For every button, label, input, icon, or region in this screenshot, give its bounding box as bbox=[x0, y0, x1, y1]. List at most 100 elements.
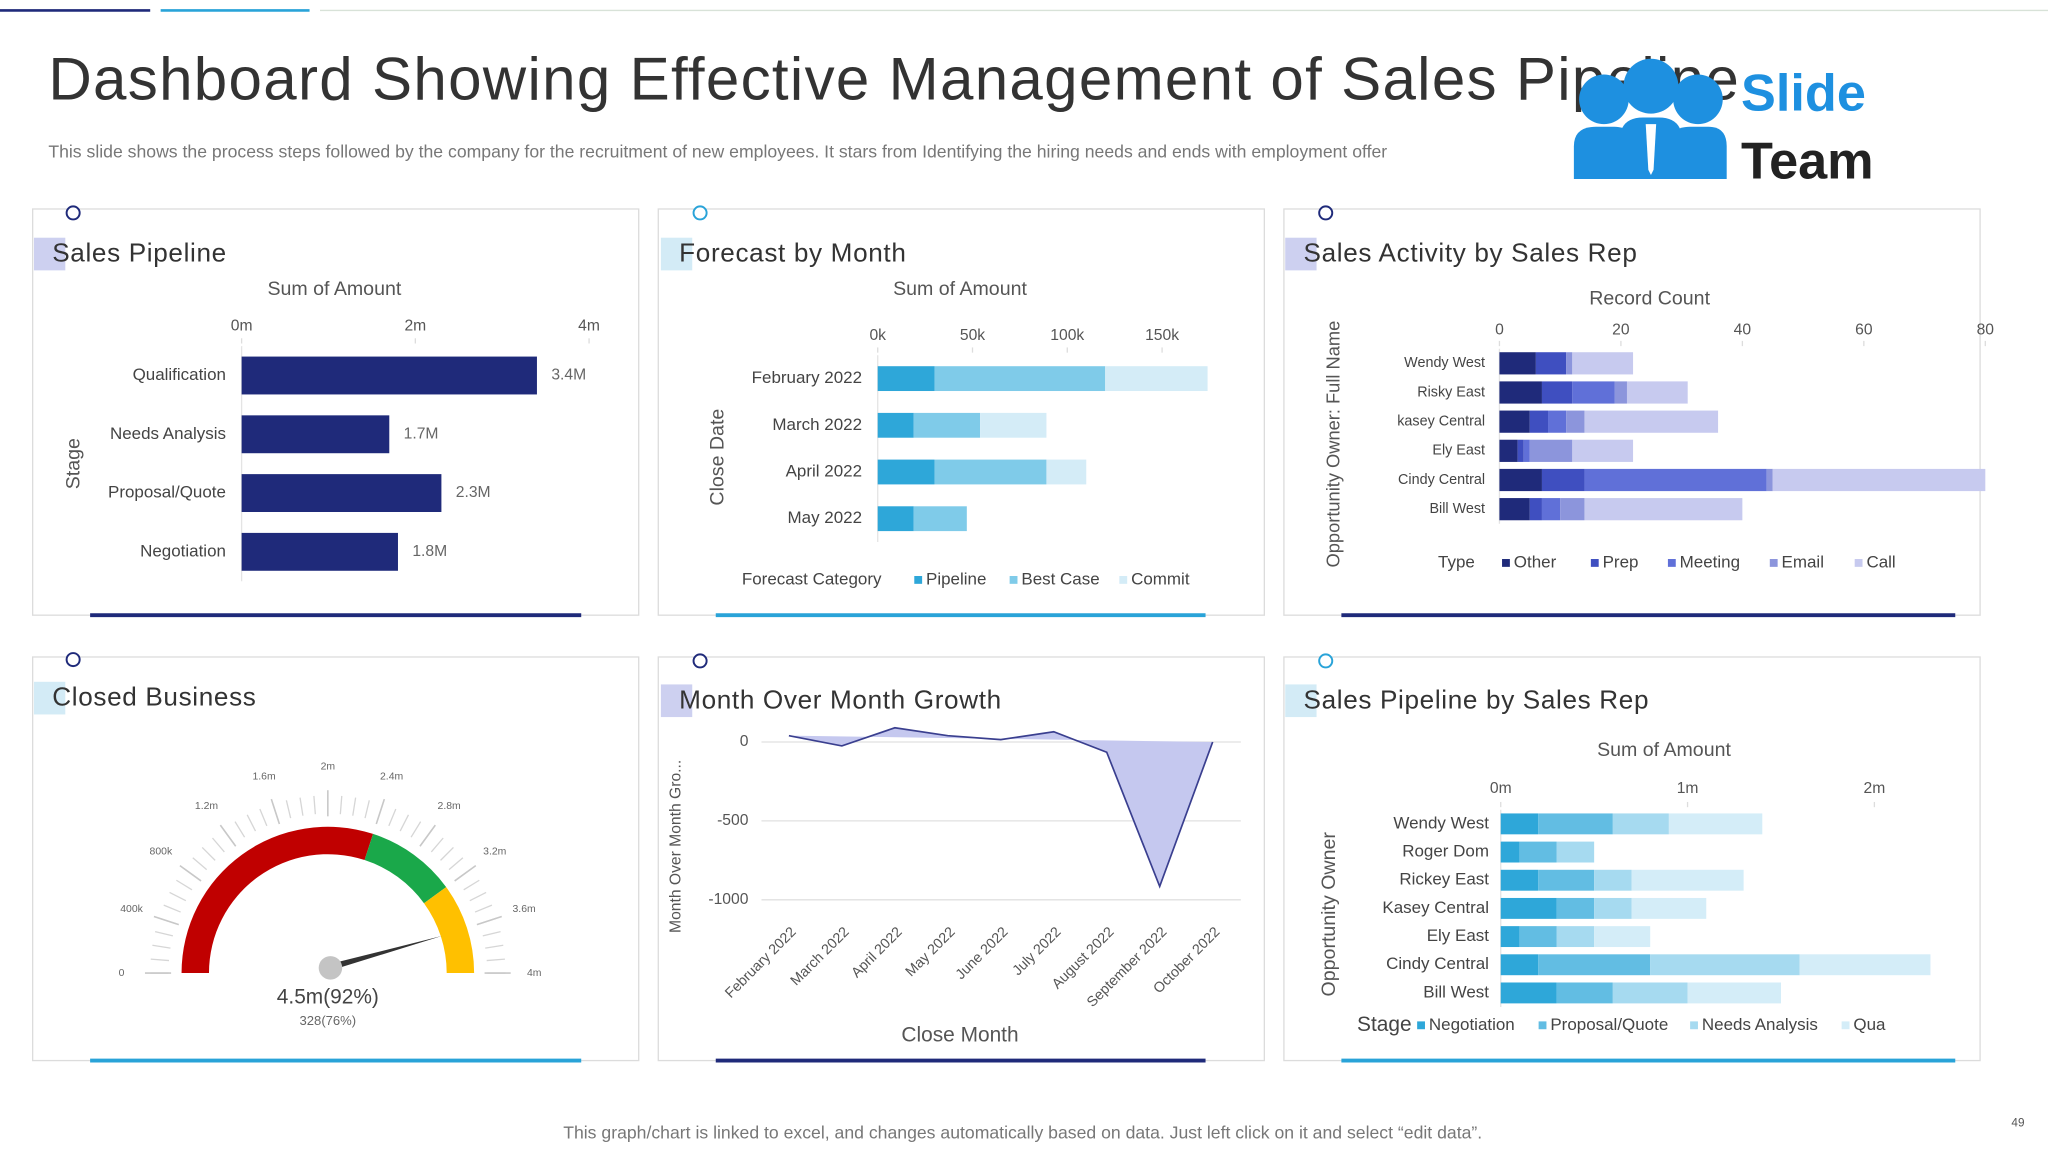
logo: Slide Team bbox=[1573, 58, 1874, 190]
category-label: Roger Dom bbox=[1402, 842, 1489, 861]
x-tick-label: 0m bbox=[1490, 780, 1512, 797]
y-axis-title: Close Date bbox=[707, 409, 729, 506]
title-marker bbox=[33, 681, 66, 715]
panel-title: Forecast by Month bbox=[679, 238, 906, 268]
bar-segment bbox=[1594, 897, 1632, 919]
sub-label: 328(76%) bbox=[300, 1013, 357, 1028]
title-marker bbox=[1285, 684, 1317, 718]
legend-title: Type bbox=[1438, 552, 1475, 571]
bar-segment bbox=[1594, 869, 1632, 891]
legend-label: Best Case bbox=[1021, 569, 1099, 588]
x-tick-label: 40 bbox=[1734, 322, 1752, 339]
tick-mark bbox=[179, 864, 202, 882]
bar bbox=[241, 356, 537, 395]
x-axis-title: Sum of Amount bbox=[893, 278, 1027, 300]
legend-label: Needs Analysis bbox=[1702, 1015, 1818, 1034]
minor-tick bbox=[154, 930, 174, 937]
legend-label: Meeting bbox=[1680, 552, 1740, 571]
x-axis-title: Sum of Amount bbox=[267, 278, 401, 300]
category-label: Qualification bbox=[133, 365, 226, 384]
bar-segment bbox=[1046, 459, 1087, 485]
category-label: Wendy West bbox=[1404, 355, 1485, 371]
tick-mark bbox=[454, 864, 477, 882]
bar-segment bbox=[1631, 897, 1707, 919]
x-tick-label: 80 bbox=[1977, 322, 1995, 339]
category-label: Cindy Central bbox=[1386, 954, 1489, 973]
minor-tick bbox=[399, 814, 410, 832]
tick-label: 2m bbox=[321, 761, 336, 772]
bar-segment bbox=[1572, 352, 1634, 375]
bar-segment bbox=[913, 412, 981, 438]
bar-segment bbox=[1500, 982, 1557, 1004]
tick-label: 3.6m bbox=[512, 904, 535, 915]
logo-icon bbox=[1573, 58, 1727, 179]
bar-segment bbox=[1499, 468, 1542, 492]
minor-tick bbox=[469, 891, 487, 902]
bar-segment bbox=[1529, 410, 1549, 433]
panel-title: Sales Pipeline by Sales Rep bbox=[1304, 684, 1650, 714]
bar-segment bbox=[1500, 897, 1557, 919]
gauge-band bbox=[423, 887, 475, 974]
bar-segment bbox=[1500, 869, 1539, 891]
bar-segment bbox=[1687, 982, 1781, 1004]
bar-segment bbox=[913, 506, 967, 532]
gauge-band bbox=[181, 826, 374, 974]
tick-mark bbox=[476, 915, 502, 926]
category-label: Bill West bbox=[1429, 501, 1485, 517]
bar-segment bbox=[1538, 954, 1651, 976]
panel-accents bbox=[90, 613, 1956, 1063]
x-tick-label: 2m bbox=[1864, 780, 1886, 797]
x-tick-label: 20 bbox=[1612, 322, 1630, 339]
minor-tick bbox=[192, 857, 208, 871]
bar-segment bbox=[1612, 813, 1669, 835]
legend-swatch bbox=[1009, 576, 1018, 584]
legend-swatch bbox=[1854, 559, 1863, 567]
bar-segment bbox=[1556, 841, 1595, 863]
bar-segment bbox=[1523, 439, 1530, 462]
minor-tick bbox=[486, 958, 505, 962]
minor-tick bbox=[485, 944, 504, 949]
minor-tick bbox=[430, 837, 444, 853]
category-label: February 2022 bbox=[752, 368, 862, 387]
category-label: Cindy Central bbox=[1398, 472, 1485, 488]
bar-segment bbox=[1500, 954, 1539, 976]
bar-segment bbox=[1566, 352, 1573, 375]
title-marker bbox=[1285, 237, 1317, 271]
bar-segment bbox=[1529, 439, 1573, 462]
bar-segment bbox=[1499, 410, 1530, 433]
minor-tick bbox=[259, 808, 268, 827]
line bbox=[788, 726, 1214, 889]
page-number: 49 bbox=[2011, 1116, 2024, 1129]
tick-mark bbox=[419, 824, 436, 847]
category-label: Proposal/Quote bbox=[108, 483, 226, 502]
minor-tick bbox=[299, 797, 304, 816]
bar-segment bbox=[877, 459, 935, 485]
bar-segment bbox=[1614, 381, 1627, 404]
value-label: 2.3M bbox=[456, 484, 491, 501]
bar bbox=[241, 532, 398, 571]
legend-label: Other bbox=[1514, 552, 1557, 571]
logo-text: Slide bbox=[1741, 64, 1866, 122]
tick-label: 2.4m bbox=[380, 772, 403, 783]
gauge-needle bbox=[326, 935, 443, 971]
tick-mark bbox=[375, 798, 386, 825]
x-tick-label: 4m bbox=[578, 318, 600, 335]
bar bbox=[241, 474, 442, 512]
x-axis-title: Close Month bbox=[901, 1023, 1018, 1046]
category-label: Needs Analysis bbox=[110, 424, 226, 443]
bar-segment bbox=[934, 366, 1106, 392]
y-axis-title: Opportunity Owner: Full Name bbox=[1323, 321, 1344, 568]
bar-segment bbox=[1499, 352, 1536, 375]
x-tick-label: 2m bbox=[404, 318, 426, 335]
bar-segment bbox=[1541, 381, 1573, 404]
bar-segment bbox=[1572, 439, 1634, 462]
legend-label: Proposal/Quote bbox=[1550, 1015, 1668, 1034]
minor-tick bbox=[285, 800, 292, 819]
panel bbox=[657, 656, 1265, 1062]
minor-tick bbox=[169, 891, 187, 902]
bar-segment bbox=[1499, 498, 1530, 521]
minor-tick bbox=[234, 821, 246, 838]
tick-label: 1.6m bbox=[252, 772, 275, 783]
bar-segment bbox=[1541, 498, 1561, 521]
legend-swatch bbox=[1417, 1021, 1425, 1030]
